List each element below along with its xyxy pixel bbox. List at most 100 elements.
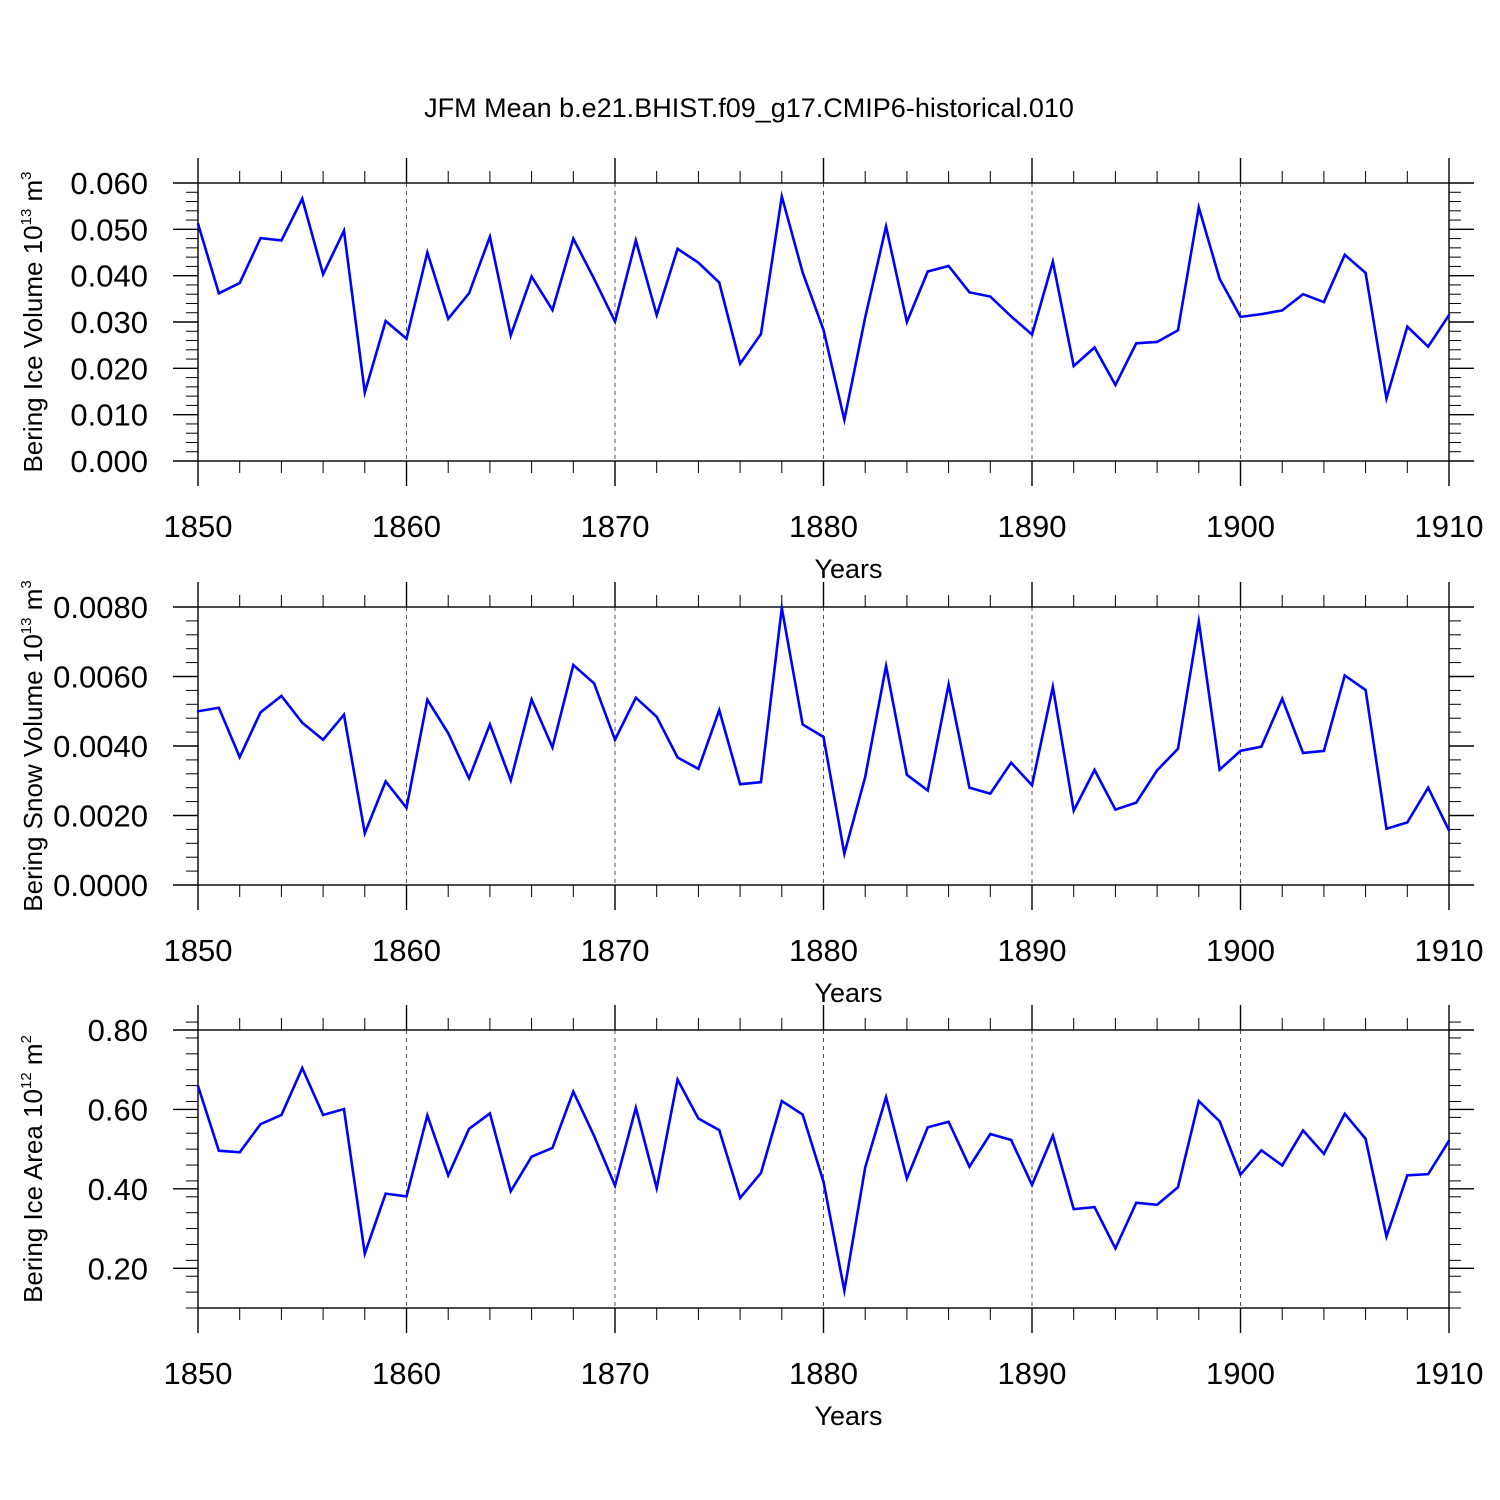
data-point — [801, 723, 804, 726]
data-point — [426, 698, 429, 701]
data-point — [1385, 1235, 1388, 1238]
y-axis-label: Bering Snow Volume 1013 m3 — [18, 580, 48, 911]
data-point — [384, 1192, 387, 1195]
data-point — [488, 1112, 492, 1115]
data-point — [1072, 364, 1075, 368]
data-point — [1009, 315, 1013, 318]
data-point — [1051, 1134, 1055, 1137]
data-point — [1030, 333, 1034, 336]
data-point — [989, 1132, 992, 1136]
data-point — [1072, 1207, 1075, 1211]
data-point — [238, 755, 241, 759]
y-tick-label: 0.030 — [70, 305, 148, 340]
data-point — [530, 1155, 533, 1158]
data-point — [1072, 809, 1075, 812]
data-point — [509, 779, 512, 782]
y-tick-label: 0.0020 — [53, 799, 148, 834]
data-point — [718, 709, 721, 712]
data-point — [1197, 1099, 1201, 1103]
x-axis-label: Years — [814, 1401, 882, 1431]
data-point — [384, 780, 387, 783]
data-point — [1114, 1247, 1117, 1250]
data-point — [801, 1113, 804, 1116]
data-point — [926, 270, 929, 273]
data-point — [280, 1113, 283, 1117]
x-tick-label: 1880 — [789, 1356, 858, 1391]
x-tick-label: 1870 — [581, 933, 650, 968]
y-tick-label: 0.0080 — [53, 590, 148, 625]
data-point — [1281, 697, 1284, 700]
data-point — [1239, 1173, 1242, 1176]
y-axis-label-base: Bering Ice Area 10 — [18, 1089, 48, 1303]
data-point — [1322, 1152, 1326, 1156]
data-point — [530, 698, 533, 701]
data-point — [488, 235, 492, 238]
data-point — [1135, 342, 1138, 345]
data-point — [551, 1146, 554, 1150]
data-point — [1322, 749, 1326, 753]
data-point — [363, 1252, 366, 1255]
y-axis-label-exp2: 3 — [18, 580, 35, 588]
data-point — [1030, 1183, 1034, 1187]
data-point — [905, 320, 909, 324]
data-point — [1281, 309, 1284, 312]
data-point — [655, 715, 658, 719]
data-point — [196, 222, 200, 225]
data-point — [655, 313, 658, 317]
data-point — [634, 239, 638, 242]
data-point — [968, 786, 971, 789]
data-point — [592, 277, 596, 281]
data-point — [613, 738, 617, 741]
data-point — [884, 1095, 888, 1099]
data-point — [467, 1127, 471, 1131]
data-point — [1301, 751, 1305, 755]
y-axis-label: Bering Ice Volume 1013 m3 — [18, 171, 48, 472]
y-tick-label: 0.0000 — [53, 868, 148, 903]
data-point — [1155, 769, 1159, 772]
data-point — [926, 1126, 929, 1129]
data-point — [1239, 315, 1242, 319]
data-point — [301, 197, 304, 200]
y-tick-label: 0.0060 — [53, 660, 148, 695]
data-point — [1051, 260, 1055, 263]
data-point — [1155, 340, 1159, 344]
data-point — [634, 1106, 638, 1110]
y-tick-label: 0.80 — [88, 1013, 148, 1048]
data-point — [905, 1177, 909, 1180]
data-point — [989, 295, 992, 298]
data-point — [1030, 784, 1034, 787]
data-point — [697, 1117, 700, 1120]
data-point — [947, 264, 950, 268]
data-point — [634, 696, 638, 699]
data-point — [1218, 277, 1221, 281]
y-axis-label-exp2: 3 — [18, 171, 35, 179]
data-point — [718, 281, 721, 284]
panel-ice-area: 1850 1860 1870 1880 1890 1900 1910 0.20 0.40 0.60… — [18, 1005, 1483, 1431]
data-point — [1343, 674, 1346, 677]
data-point — [301, 1066, 304, 1070]
data-point — [613, 1184, 617, 1187]
data-point — [801, 271, 804, 274]
data-point — [738, 783, 742, 786]
data-point — [1176, 329, 1180, 332]
data-point — [613, 320, 617, 323]
x-axis-label: Years — [814, 978, 882, 1008]
data-point — [447, 317, 450, 320]
data-point — [1447, 829, 1451, 832]
y-tick-label: 0.010 — [70, 398, 148, 433]
data-point — [1260, 745, 1263, 748]
data-point — [1426, 1172, 1430, 1176]
data-point — [217, 706, 221, 709]
data-point — [738, 1196, 742, 1200]
data-point — [759, 780, 763, 784]
x-tick-label: 1870 — [581, 1356, 650, 1391]
data-point — [864, 316, 867, 319]
data-point — [1343, 1112, 1346, 1115]
x-tick-label: 1850 — [164, 1356, 233, 1391]
x-tick-label: 1850 — [164, 509, 233, 544]
data-point — [1176, 747, 1180, 750]
chart-title: JFM Mean b.e21.BHIST.f09_g17.CMIP6-histo… — [424, 93, 1074, 123]
data-point — [217, 292, 221, 295]
data-point — [655, 1186, 658, 1190]
data-point — [780, 195, 783, 198]
